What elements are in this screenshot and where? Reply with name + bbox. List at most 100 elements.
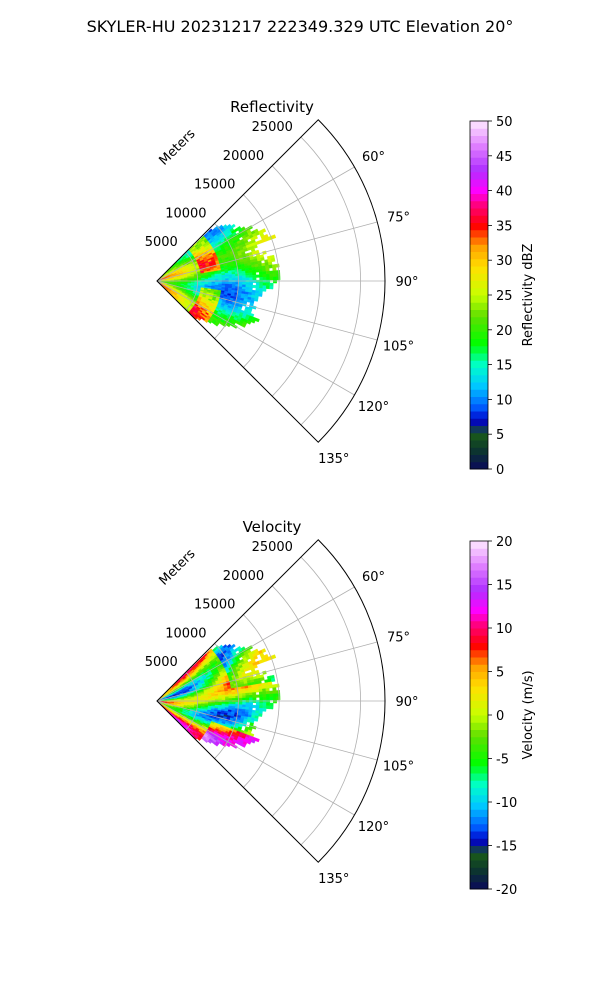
- field-cell: [245, 277, 250, 281]
- field-cell: [238, 277, 243, 281]
- field-cell: [276, 690, 281, 694]
- colorbar-segment: [470, 316, 488, 325]
- colorbar-tick-label: 45: [496, 150, 513, 165]
- colorbar-segment: [470, 367, 488, 376]
- field-cell: [252, 694, 257, 698]
- colorbar-tick-label: 5: [496, 666, 504, 681]
- field-cell: [265, 688, 270, 692]
- colorbar-segment: [470, 403, 488, 412]
- field-cell: [262, 688, 267, 692]
- field-cell: [250, 739, 256, 744]
- colorbar-segment: [470, 852, 488, 861]
- field-cell: [241, 323, 247, 328]
- field-cell: [245, 695, 250, 699]
- field-cell: [242, 277, 247, 281]
- colorbar-segment: [470, 324, 488, 332]
- field-cell: [269, 690, 274, 695]
- colorbar-segment: [470, 744, 488, 752]
- field-cell: [265, 268, 270, 272]
- field-cell: [253, 235, 259, 240]
- field-cell: [238, 702, 243, 705]
- field-cell: [266, 282, 271, 287]
- field-cell: [272, 693, 277, 698]
- field-cell: [252, 274, 257, 278]
- azimuth-line: [156, 166, 355, 282]
- angular-tick-label: 120°: [358, 820, 389, 835]
- colorbar-segment: [470, 802, 488, 810]
- field-cell: [225, 743, 231, 748]
- colorbar-segment: [470, 447, 488, 455]
- field-cell: [262, 691, 267, 695]
- colorbar-segment: [470, 671, 488, 680]
- field-cell: [245, 279, 250, 283]
- field-cell: [266, 702, 271, 707]
- reflectivity-radial-ticks: 5000 10000 15000 20000 25000: [145, 120, 293, 250]
- colorbar-segment: [470, 707, 488, 716]
- colorbar-segment: [470, 142, 488, 151]
- colorbar-segment: [470, 360, 488, 368]
- field-cell: [273, 696, 277, 701]
- colorbar-tick-label: 15: [496, 359, 513, 374]
- colorbar-segment: [470, 295, 488, 303]
- field-cell: [273, 279, 277, 284]
- colorbar-segment: [470, 613, 488, 622]
- colorbar-segment: [470, 722, 488, 730]
- sector-outline: [156, 119, 386, 443]
- field-cell: [262, 279, 267, 284]
- azimuth-line: [156, 641, 378, 702]
- field-cell: [269, 285, 274, 290]
- reflectivity-title: Reflectivity: [230, 98, 314, 116]
- field-cell: [218, 278, 223, 281]
- field-cell: [262, 285, 267, 289]
- field-cell: [255, 282, 260, 286]
- colorbar-segment: [470, 432, 488, 441]
- colorbar-segment: [470, 780, 488, 788]
- colorbar-tick-label: 20: [496, 535, 513, 550]
- colorbar-segment: [470, 867, 488, 875]
- field-cell: [269, 282, 274, 287]
- field-cell: [275, 683, 280, 688]
- colorbar-segment: [470, 816, 488, 825]
- field-cell: [245, 282, 250, 286]
- field-cell: [196, 316, 201, 321]
- field-cell: [242, 702, 247, 706]
- angular-tick-label: 105°: [383, 340, 414, 355]
- colorbar-segment: [470, 751, 488, 759]
- field-cell: [262, 288, 267, 292]
- field-cell: [248, 274, 253, 278]
- field-cell: [255, 285, 260, 289]
- colorbar-segment: [470, 628, 488, 636]
- field-cell: [214, 698, 219, 701]
- field-cell: [248, 272, 253, 276]
- field-cell: [228, 696, 233, 699]
- reflectivity-panel: Reflectivity 5000 10000 15000 20000 25000 60…: [145, 98, 536, 478]
- reflectivity-radial-label: Meters: [157, 126, 199, 168]
- colorbar-segment: [470, 700, 488, 709]
- field-cell: [268, 264, 273, 269]
- field-cell: [228, 276, 233, 279]
- colorbar-segment: [470, 649, 488, 658]
- azimuth-line: [156, 280, 355, 396]
- field-cell: [260, 257, 265, 262]
- colorbar-segment: [470, 302, 488, 310]
- colorbar-segment: [470, 179, 488, 187]
- colorbar-tick-label: 15: [496, 579, 513, 594]
- field-cell: [262, 699, 267, 704]
- field-cell: [276, 696, 281, 701]
- field-cell: [255, 274, 260, 278]
- field-cell: [262, 694, 267, 698]
- field-cell: [252, 277, 257, 281]
- field-cell: [253, 655, 259, 660]
- reflectivity-colorbar: 0 5 10 15 20 25 30 35 40 45 50: [469, 115, 513, 478]
- field-cell: [253, 664, 258, 669]
- colorbar-segment: [470, 620, 488, 629]
- colorbar-segment: [470, 208, 488, 216]
- azimuth-line: [156, 700, 355, 816]
- field-cell: [255, 317, 260, 323]
- field-cell: [207, 739, 212, 744]
- radial-tick-label: 25000: [252, 540, 293, 555]
- field-cell: [272, 267, 277, 272]
- field-cell: [265, 285, 270, 290]
- field-cell: [262, 271, 267, 275]
- field-cell: [242, 697, 247, 701]
